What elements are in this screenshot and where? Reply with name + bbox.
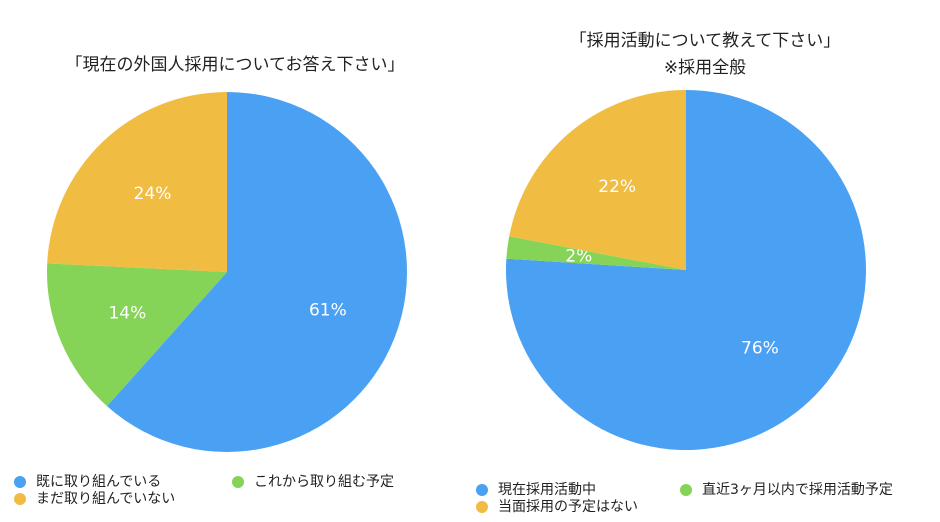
pie-slice-2[interactable] (46, 263, 227, 407)
legend-label: まだ取り組んでいない (36, 491, 176, 507)
legend-label: これから取り組む予定 (254, 474, 394, 490)
legend-swatch-green (232, 476, 244, 488)
chart-title: 「採用活動について教えて下さい」 (569, 31, 841, 51)
legend-swatch-blue (14, 476, 26, 488)
chart-subtitle: ※採用全般 (663, 58, 747, 78)
pie-data-label: 2% (565, 246, 592, 266)
legend-item-within-3-months[interactable]: 直近3ヶ月以内で採用活動予定 (680, 481, 893, 499)
pie-slice-3[interactable] (509, 90, 686, 270)
pie-slice-3[interactable] (47, 92, 227, 272)
legend-item-recruiting-now[interactable]: 現在採用活動中 (476, 481, 596, 499)
legend-swatch-green (680, 484, 692, 496)
chart-title: 「現在の外国人採用についてお答え下さい」 (65, 55, 405, 75)
pie-slice-1[interactable] (106, 92, 407, 452)
legend-label: 既に取り組んでいる (36, 474, 162, 490)
pie-data-label: 22% (598, 177, 636, 197)
legend-item-planned[interactable]: これから取り組む予定 (232, 473, 394, 491)
pie-slice-2[interactable] (506, 236, 686, 270)
pie-chart-foreign-hiring: 「現在の外国人採用についてお答え下さい」 61% 14% 24% 既に取り組んでいる… (14, 55, 407, 508)
pie-slice-1[interactable] (506, 90, 867, 450)
legend-item-not-yet[interactable]: まだ取り組んでいない (14, 490, 175, 508)
pie-chart-svg: 76% 2% 22% (506, 90, 867, 450)
pie-data-label: 24% (134, 184, 172, 204)
pie-data-label: 76% (741, 339, 779, 359)
legend-swatch-blue (476, 484, 488, 496)
legend-item-no-plans[interactable]: 当面採用の予定はない (476, 498, 638, 516)
pie-data-label: 14% (108, 304, 146, 324)
pie-chart-svg: 61% 14% 24% (46, 92, 407, 452)
legend-label: 当面採用の予定はない (498, 499, 638, 515)
legend-label: 直近3ヶ月以内で採用活動予定 (702, 482, 893, 498)
legend-swatch-yellow (476, 501, 488, 513)
legend-item-already[interactable]: 既に取り組んでいる (14, 473, 161, 491)
legend-label: 現在採用活動中 (498, 482, 596, 498)
legend-swatch-yellow (14, 493, 26, 505)
pie-chart-recruiting-activity: 「採用活動について教えて下さい」 ※採用全般 76% 2% 22% 現在採用活動中 … (470, 0, 940, 522)
pie-data-label: 61% (309, 301, 347, 321)
